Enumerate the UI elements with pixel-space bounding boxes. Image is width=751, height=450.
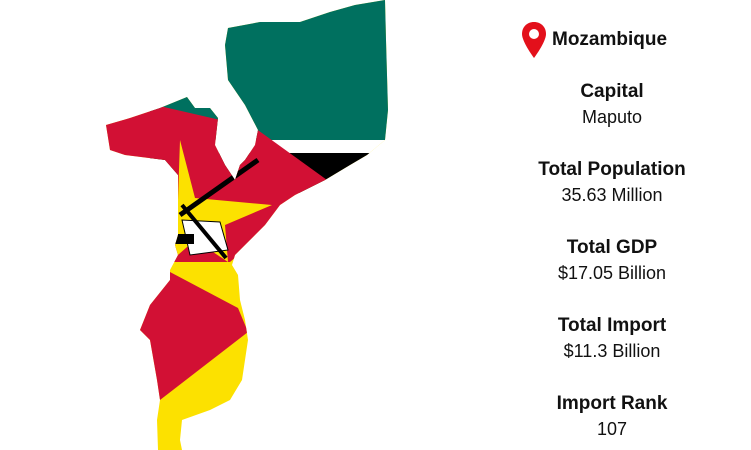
- capital-value: Maputo: [581, 107, 643, 127]
- import-rank-value: 107: [596, 419, 628, 439]
- import-value: $11.3 Billion: [563, 341, 661, 361]
- facts-panel: Capital Maputo Total Population 35.63 Mi…: [512, 0, 712, 450]
- capital-label: Capital: [580, 81, 644, 102]
- import-label: Total Import: [557, 315, 667, 336]
- emblem-detail: [174, 234, 194, 244]
- rifle-emblem: [178, 157, 260, 218]
- population-value: 35.63 Million: [561, 185, 663, 205]
- map-pin-icon: [522, 22, 546, 58]
- country-name: Mozambique: [552, 29, 668, 50]
- gdp-value: $17.05 Billion: [557, 263, 667, 283]
- population-label: Total Population: [538, 159, 686, 180]
- country-header: Mozambique: [522, 22, 667, 58]
- import-rank-label: Import Rank: [556, 393, 668, 414]
- hoe-emblem: [180, 203, 228, 260]
- flag-red-lower: [130, 272, 248, 400]
- gdp-label: Total GDP: [566, 237, 658, 258]
